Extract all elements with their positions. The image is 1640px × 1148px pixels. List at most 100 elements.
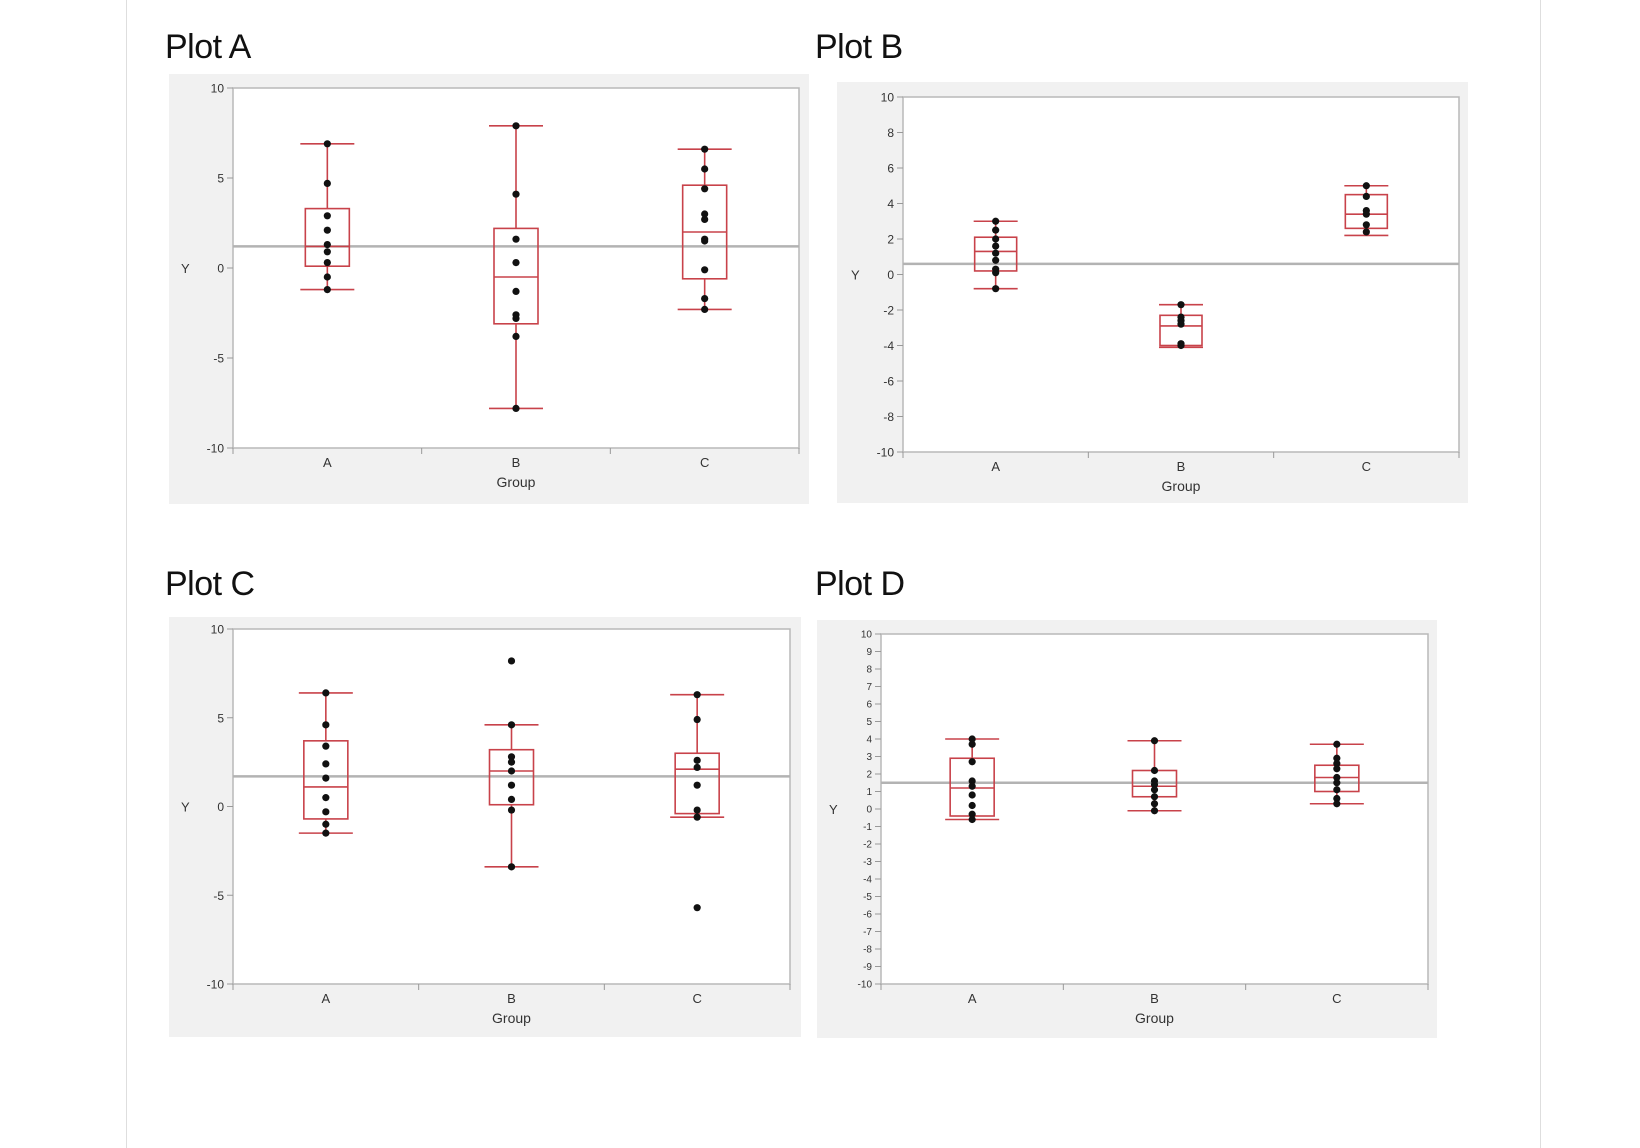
data-point	[1362, 221, 1370, 229]
y-tick-label: 2	[887, 233, 894, 247]
data-point	[992, 235, 1000, 243]
data-point	[992, 226, 1000, 234]
data-point	[1177, 341, 1185, 350]
y-tick-label: 4	[887, 197, 894, 211]
data-point	[507, 806, 516, 814]
y-tick-label: 10	[211, 82, 225, 96]
y-tick-label: 8	[887, 126, 894, 140]
y-tick-label: -5	[213, 352, 224, 366]
y-tick-label: 8	[866, 665, 872, 676]
data-point	[323, 248, 331, 256]
data-point	[992, 242, 1000, 250]
data-point	[701, 215, 709, 223]
x-tick-label: B	[1177, 459, 1186, 474]
data-point	[968, 810, 976, 818]
x-tick-label: A	[323, 455, 332, 470]
data-point	[1362, 182, 1370, 190]
y-tick-label: -8	[863, 945, 872, 956]
data-point	[1362, 192, 1370, 200]
box	[493, 227, 539, 325]
data-point	[693, 756, 701, 764]
data-point	[1333, 773, 1341, 782]
data-point	[507, 863, 516, 871]
box	[303, 740, 349, 820]
plot-area	[902, 96, 1460, 453]
data-point	[322, 760, 330, 768]
x-axis-label: Group	[1162, 478, 1201, 494]
x-axis-label: Group	[1135, 1010, 1174, 1026]
y-tick-label: 10	[211, 623, 225, 637]
y-tick-label: -2	[883, 304, 894, 318]
y-tick-label: -10	[858, 980, 873, 991]
x-tick-label: B	[1150, 991, 1159, 1006]
data-point	[1333, 794, 1341, 803]
data-point	[512, 314, 520, 322]
y-tick-label: 0	[217, 800, 224, 814]
data-point	[1150, 737, 1159, 745]
data-point	[701, 237, 709, 245]
y-tick-label: 5	[217, 711, 224, 725]
plot-c-title: Plot C	[165, 565, 255, 603]
x-tick-label: B	[507, 991, 516, 1006]
data-point	[693, 904, 701, 912]
data-point	[507, 795, 516, 803]
data-point	[1333, 779, 1341, 787]
data-point	[322, 794, 330, 802]
y-axis-label: Y	[181, 261, 190, 276]
y-tick-label: 5	[217, 172, 224, 186]
y-tick-label: -3	[863, 857, 872, 868]
x-tick-label: A	[968, 991, 977, 1006]
x-tick-label: C	[692, 991, 701, 1006]
data-point	[1333, 740, 1341, 748]
data-point	[322, 774, 330, 782]
data-point	[1150, 800, 1159, 808]
y-tick-label: -5	[213, 889, 224, 903]
data-point	[1177, 301, 1185, 309]
y-tick-label: 0	[887, 268, 894, 282]
y-tick-label: 1	[866, 787, 872, 798]
data-point	[1333, 759, 1341, 768]
right-margin-line	[1540, 0, 1541, 1148]
data-point	[1177, 320, 1185, 328]
data-point	[322, 829, 330, 837]
y-axis-label: Y	[851, 268, 860, 283]
data-point	[992, 256, 1000, 264]
data-point	[968, 791, 976, 799]
data-point	[323, 140, 331, 148]
y-tick-label: -4	[863, 875, 872, 886]
x-tick-label: B	[512, 455, 521, 470]
x-tick-label: C	[1332, 991, 1341, 1006]
data-point	[507, 767, 516, 775]
y-axis-label: Y	[181, 800, 190, 815]
y-tick-label: 10	[881, 91, 895, 105]
data-point	[968, 777, 976, 785]
data-point	[323, 226, 331, 234]
data-point	[507, 758, 516, 766]
data-point	[507, 781, 516, 789]
data-point	[512, 235, 520, 243]
x-tick-label: A	[321, 991, 330, 1006]
y-tick-label: 3	[866, 752, 872, 763]
data-point	[968, 801, 976, 810]
data-point	[323, 212, 331, 220]
data-point	[507, 657, 516, 665]
data-point	[322, 808, 330, 816]
data-point	[1150, 793, 1159, 801]
y-tick-label: -10	[877, 446, 895, 460]
data-point	[512, 122, 520, 130]
x-tick-label: C	[700, 455, 709, 470]
y-tick-label: -9	[863, 962, 872, 973]
data-point	[1150, 807, 1159, 815]
data-point	[1333, 786, 1341, 794]
data-point	[701, 185, 709, 193]
y-axis-label: Y	[829, 802, 838, 817]
y-tick-label: 5	[866, 717, 872, 728]
data-point	[507, 753, 516, 761]
plot-a-title: Plot A	[165, 28, 251, 66]
y-tick-label: -8	[883, 410, 894, 424]
y-tick-label: -7	[863, 927, 872, 938]
plot-d-title: Plot D	[815, 565, 905, 603]
data-point	[1333, 754, 1341, 762]
y-tick-label: -6	[863, 910, 872, 921]
data-point	[992, 217, 1000, 225]
